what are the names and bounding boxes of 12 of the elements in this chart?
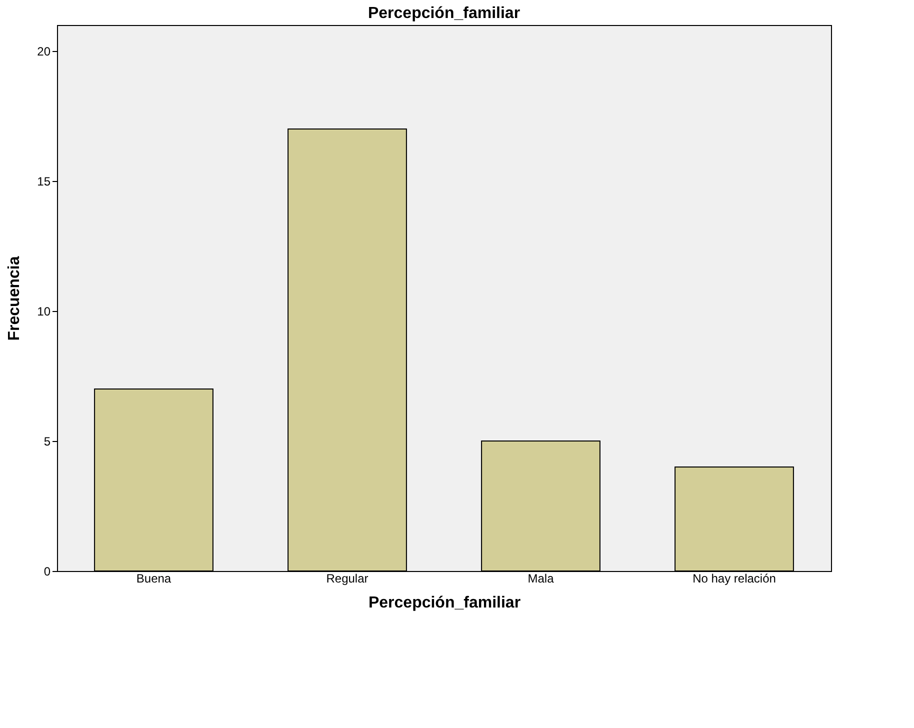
- y-axis-title: Frecuencia: [6, 256, 24, 341]
- y-tick-label: 0: [44, 564, 51, 578]
- x-axis-title: Percepción_familiar: [368, 594, 521, 612]
- y-tick-label: 10: [37, 304, 51, 318]
- x-tick-label: Regular: [326, 572, 368, 586]
- chart-title: Percepción_familiar: [368, 5, 520, 22]
- y-tick-label: 20: [37, 44, 51, 58]
- x-tick-label: Mala: [528, 572, 554, 586]
- x-tick-label: No hay relación: [692, 572, 776, 586]
- y-tick-label: 5: [44, 434, 51, 448]
- y-tick-label: 15: [37, 174, 51, 188]
- x-tick-label: Buena: [136, 572, 172, 586]
